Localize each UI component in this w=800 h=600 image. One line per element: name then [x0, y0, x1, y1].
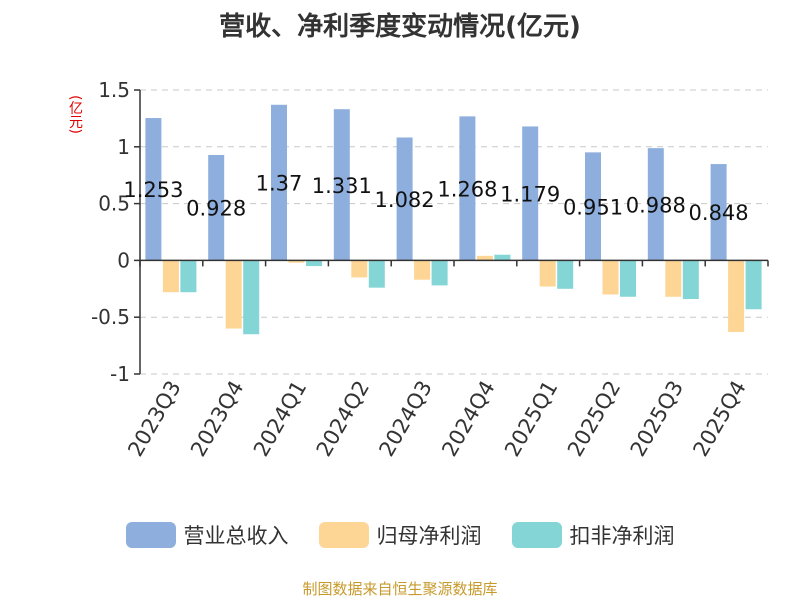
x-tick-label: 2024Q2 [312, 377, 374, 461]
y-tick-label: -0.5 [91, 305, 130, 329]
bar-net-profit [225, 260, 242, 329]
data-label: 1.268 [437, 177, 497, 201]
y-tick-label: 1 [117, 135, 130, 159]
bar-revenue [396, 137, 413, 261]
bar-deducted-profit [745, 260, 762, 310]
x-tick-label: 2025Q4 [688, 377, 750, 461]
bar-deducted-profit [494, 254, 511, 261]
legend-swatch-net-profit [318, 522, 369, 548]
x-tick-label: 2023Q3 [123, 377, 185, 461]
data-label: 1.331 [312, 174, 372, 198]
bar-deducted-profit [306, 260, 322, 267]
bar-deducted-profit [368, 260, 385, 288]
bar-revenue [585, 152, 601, 261]
x-tick-label: 2025Q2 [563, 377, 625, 461]
bar-net-profit [728, 260, 745, 332]
data-label: 1.253 [123, 178, 183, 202]
x-tick-label: 2024Q3 [374, 376, 436, 460]
bar-revenue [710, 164, 727, 261]
bar-revenue [271, 104, 287, 261]
y-tick-label: -1 [110, 362, 130, 386]
bar-deducted-profit [620, 260, 636, 297]
y-axis-unit-label: (亿元) [67, 95, 83, 134]
x-tick-label: 2024Q1 [249, 377, 311, 461]
bar-net-profit [539, 260, 556, 287]
data-label: 1.179 [500, 182, 560, 206]
x-tick-label: 2025Q1 [500, 377, 562, 461]
bar-net-profit [602, 260, 619, 295]
legend-item-revenue[interactable]: 营业总收入 [125, 520, 289, 550]
legend-label-net-profit: 归母净利润 [376, 524, 482, 548]
bar-net-profit [162, 260, 179, 293]
legend: 营业总收入 归母净利润 扣非净利润 [0, 520, 800, 550]
legend-label-deducted-profit: 扣非净利润 [569, 524, 675, 548]
bar-deducted-profit [557, 260, 574, 289]
bar-revenue [208, 154, 225, 261]
data-label: 1.37 [256, 172, 303, 196]
bar-deducted-profit [180, 260, 197, 293]
x-tick-label: 2025Q3 [626, 377, 688, 461]
chart-title: 营收、净利季度变动情况(亿元) [219, 12, 581, 42]
legend-label-revenue: 营业总收入 [183, 524, 289, 548]
bar-deducted-profit [682, 260, 699, 300]
legend-item-deducted-profit[interactable]: 扣非净利润 [511, 520, 675, 550]
legend-swatch-deducted-profit [511, 522, 562, 548]
bar-revenue [145, 118, 162, 261]
data-label: 0.848 [689, 201, 749, 225]
x-tick-label: 2023Q4 [186, 377, 248, 461]
y-tick-label: 0 [117, 248, 130, 272]
y-tick-label: 0.5 [98, 192, 130, 216]
x-tick-label: 2024Q4 [437, 377, 499, 461]
data-label: 0.928 [186, 197, 246, 221]
legend-item-net-profit[interactable]: 归母净利润 [318, 520, 482, 550]
bar-net-profit [414, 260, 431, 280]
bar-revenue [522, 126, 539, 261]
data-label: 0.951 [563, 195, 623, 219]
y-tick-label: 1.5 [98, 78, 130, 102]
bar-net-profit [351, 260, 368, 278]
bar-revenue [647, 148, 664, 261]
data-label: 0.988 [626, 193, 686, 217]
bar-revenue [459, 116, 476, 261]
bar-revenue [333, 109, 350, 261]
legend-swatch-revenue [125, 522, 176, 548]
bar-net-profit [476, 255, 493, 261]
data-label: 1.082 [375, 188, 435, 212]
data-source-note: 制图数据来自恒生聚源数据库 [302, 580, 498, 598]
bar-deducted-profit [243, 260, 260, 335]
bar-net-profit [288, 260, 305, 263]
bar-deducted-profit [431, 260, 448, 286]
bar-net-profit [665, 260, 682, 297]
